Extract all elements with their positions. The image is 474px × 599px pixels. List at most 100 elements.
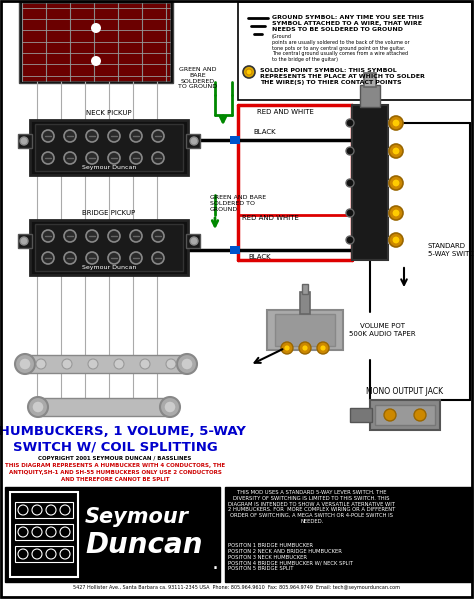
- Bar: [186, 234, 200, 248]
- Circle shape: [346, 236, 354, 244]
- Circle shape: [62, 359, 72, 369]
- Bar: [230, 136, 240, 144]
- Circle shape: [108, 230, 120, 242]
- Text: THIS MOD USES A STANDARD 5-WAY LEVER SWITCH. THE
DIVERSITY OF SWITCHING IS LIMIT: THIS MOD USES A STANDARD 5-WAY LEVER SWI…: [228, 490, 395, 524]
- Bar: [267, 310, 343, 350]
- Circle shape: [91, 56, 101, 66]
- Text: GREEN AND
BARE
SOLDERED
TO GROUND: GREEN AND BARE SOLDERED TO GROUND: [178, 67, 218, 89]
- Circle shape: [317, 342, 329, 354]
- Circle shape: [389, 206, 403, 220]
- Bar: [10, 492, 78, 577]
- Text: MONO OUTPUT JACK: MONO OUTPUT JACK: [366, 386, 444, 395]
- Circle shape: [86, 152, 98, 164]
- Circle shape: [181, 358, 193, 370]
- Circle shape: [86, 252, 98, 264]
- Text: RED AND WHITE: RED AND WHITE: [242, 215, 299, 221]
- Text: 2 HUMBUCKERS, 1 VOLUME, 5-WAY: 2 HUMBUCKERS, 1 VOLUME, 5-WAY: [0, 425, 246, 438]
- Circle shape: [246, 69, 252, 75]
- Bar: [18, 234, 32, 248]
- Bar: [350, 408, 372, 422]
- Circle shape: [389, 116, 403, 130]
- Bar: [18, 134, 32, 148]
- Circle shape: [86, 230, 98, 242]
- Circle shape: [346, 209, 354, 217]
- Bar: [238, 2, 472, 100]
- Text: ANTIQUITY,SH-1 AND SH-55 HUMBUCKERS ONLY USE 2 CONDUCTORS: ANTIQUITY,SH-1 AND SH-55 HUMBUCKERS ONLY…: [9, 470, 221, 475]
- Bar: [388, 180, 397, 186]
- Text: Seymour Duncan: Seymour Duncan: [82, 265, 136, 270]
- Text: BRIDGE PICKUP: BRIDGE PICKUP: [82, 210, 136, 216]
- Circle shape: [299, 342, 311, 354]
- Circle shape: [152, 252, 164, 264]
- Circle shape: [64, 252, 76, 264]
- Circle shape: [166, 359, 176, 369]
- Circle shape: [414, 409, 426, 421]
- Bar: [388, 210, 397, 216]
- Circle shape: [392, 179, 400, 187]
- Circle shape: [60, 505, 70, 515]
- Text: Seymour Duncan: Seymour Duncan: [82, 165, 136, 170]
- Bar: [302, 284, 308, 294]
- Circle shape: [64, 152, 76, 164]
- Circle shape: [130, 152, 142, 164]
- Circle shape: [64, 130, 76, 142]
- Text: Seymour: Seymour: [85, 507, 189, 527]
- Circle shape: [392, 119, 400, 127]
- Text: RED AND WHITE: RED AND WHITE: [256, 109, 313, 115]
- Circle shape: [19, 358, 31, 370]
- Bar: [19, 1, 173, 83]
- Circle shape: [91, 23, 101, 33]
- Bar: [15, 546, 73, 562]
- Text: .: .: [212, 553, 219, 573]
- Circle shape: [190, 237, 198, 245]
- Bar: [388, 148, 397, 154]
- Bar: [388, 237, 397, 243]
- Circle shape: [346, 147, 354, 155]
- Circle shape: [36, 359, 46, 369]
- Circle shape: [389, 144, 403, 158]
- Circle shape: [108, 152, 120, 164]
- Text: BLACK: BLACK: [254, 129, 276, 135]
- Text: POSITON 1 BRIDGE HUMBUCKER
POSITON 2 NECK AND BRIDGE HUMBUCKER
POSITON 3 NECK HU: POSITON 1 BRIDGE HUMBUCKER POSITON 2 NEC…: [228, 543, 353, 571]
- Bar: [230, 246, 240, 254]
- Circle shape: [130, 252, 142, 264]
- Circle shape: [28, 397, 48, 417]
- Circle shape: [160, 397, 180, 417]
- Circle shape: [18, 549, 28, 559]
- Circle shape: [281, 342, 293, 354]
- Circle shape: [140, 359, 150, 369]
- Circle shape: [32, 549, 42, 559]
- Text: GREEN AND BARE
SOLDERED TO
GROUND: GREEN AND BARE SOLDERED TO GROUND: [210, 195, 266, 211]
- Bar: [300, 292, 310, 314]
- Circle shape: [15, 354, 35, 374]
- Text: (Ground
points are usually soldered to the back of the volume or
tone pots or to: (Ground points are usually soldered to t…: [272, 34, 410, 62]
- Circle shape: [32, 527, 42, 537]
- Bar: [370, 400, 440, 430]
- Circle shape: [302, 345, 308, 351]
- Circle shape: [130, 130, 142, 142]
- Bar: [28, 355, 186, 373]
- Circle shape: [20, 137, 28, 145]
- Circle shape: [88, 359, 98, 369]
- Circle shape: [86, 130, 98, 142]
- Circle shape: [42, 130, 54, 142]
- Circle shape: [384, 409, 396, 421]
- Bar: [275, 314, 335, 346]
- Text: Duncan: Duncan: [85, 531, 202, 559]
- Text: NECK PICKUP: NECK PICKUP: [86, 110, 132, 116]
- Circle shape: [108, 130, 120, 142]
- Circle shape: [243, 66, 255, 78]
- Circle shape: [42, 252, 54, 264]
- Circle shape: [42, 152, 54, 164]
- Text: THIS DIAGRAM REPRESENTS A HUMBUCKER WITH 4 CONDUCTORS, THE: THIS DIAGRAM REPRESENTS A HUMBUCKER WITH…: [5, 463, 225, 468]
- Text: GROUND SYMBOL: ANY TIME YOU SEE THIS
SYMBOL ATTACHED TO A WIRE, THAT WIRE
NEEDS : GROUND SYMBOL: ANY TIME YOU SEE THIS SYM…: [272, 15, 424, 32]
- Circle shape: [152, 152, 164, 164]
- Circle shape: [20, 237, 28, 245]
- Bar: [5, 487, 220, 582]
- Text: BLACK: BLACK: [249, 254, 271, 260]
- Circle shape: [320, 345, 326, 351]
- Bar: [352, 105, 388, 260]
- Circle shape: [18, 505, 28, 515]
- Bar: [186, 134, 200, 148]
- Bar: [40, 398, 168, 416]
